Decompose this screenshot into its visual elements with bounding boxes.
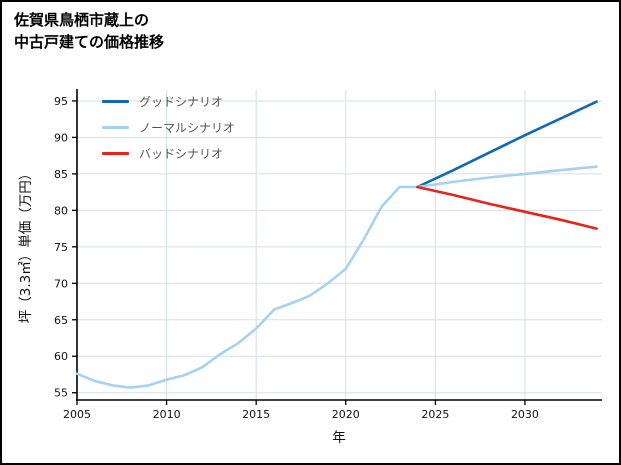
chart-title: 佐賀県鳥栖市蔵上の 中古戸建ての価格推移 [14, 10, 164, 54]
bad-scenario-line-swatch [102, 152, 129, 155]
x-axis-label: 年 [332, 430, 346, 446]
legend-label-bad: バッドシナリオ [139, 147, 224, 161]
svg-text:80: 80 [54, 204, 68, 217]
chart-title-line1: 佐賀県鳥栖市蔵上の [14, 11, 150, 29]
svg-text:2025: 2025 [421, 408, 449, 421]
legend: グッドシナリオ ノーマルシナリオ バッドシナリオ [102, 93, 235, 162]
chart-title-line2: 中古戸建ての価格推移 [14, 32, 165, 51]
svg-text:2005: 2005 [63, 408, 91, 421]
normal-scenario-line-swatch [102, 126, 129, 129]
svg-text:95: 95 [54, 95, 68, 108]
svg-text:55: 55 [54, 387, 68, 400]
svg-text:2015: 2015 [242, 408, 270, 421]
legend-label-good: グッドシナリオ [139, 95, 224, 109]
legend-item-normal: ノーマルシナリオ [102, 119, 235, 136]
legend-item-bad: バッドシナリオ [102, 145, 235, 162]
svg-text:90: 90 [54, 131, 68, 144]
svg-text:2010: 2010 [153, 408, 181, 421]
svg-text:2030: 2030 [511, 408, 539, 421]
svg-text:60: 60 [54, 350, 68, 363]
legend-item-good: グッドシナリオ [102, 93, 235, 110]
svg-text:70: 70 [54, 277, 68, 290]
y-axis-label: 坪（3.3㎡）単価（万円） [18, 166, 34, 324]
svg-text:65: 65 [54, 314, 68, 327]
svg-text:85: 85 [54, 168, 68, 181]
legend-label-normal: ノーマルシナリオ [139, 121, 236, 135]
svg-text:75: 75 [54, 241, 68, 254]
good-scenario-line-swatch [102, 100, 129, 103]
svg-text:2020: 2020 [332, 408, 360, 421]
